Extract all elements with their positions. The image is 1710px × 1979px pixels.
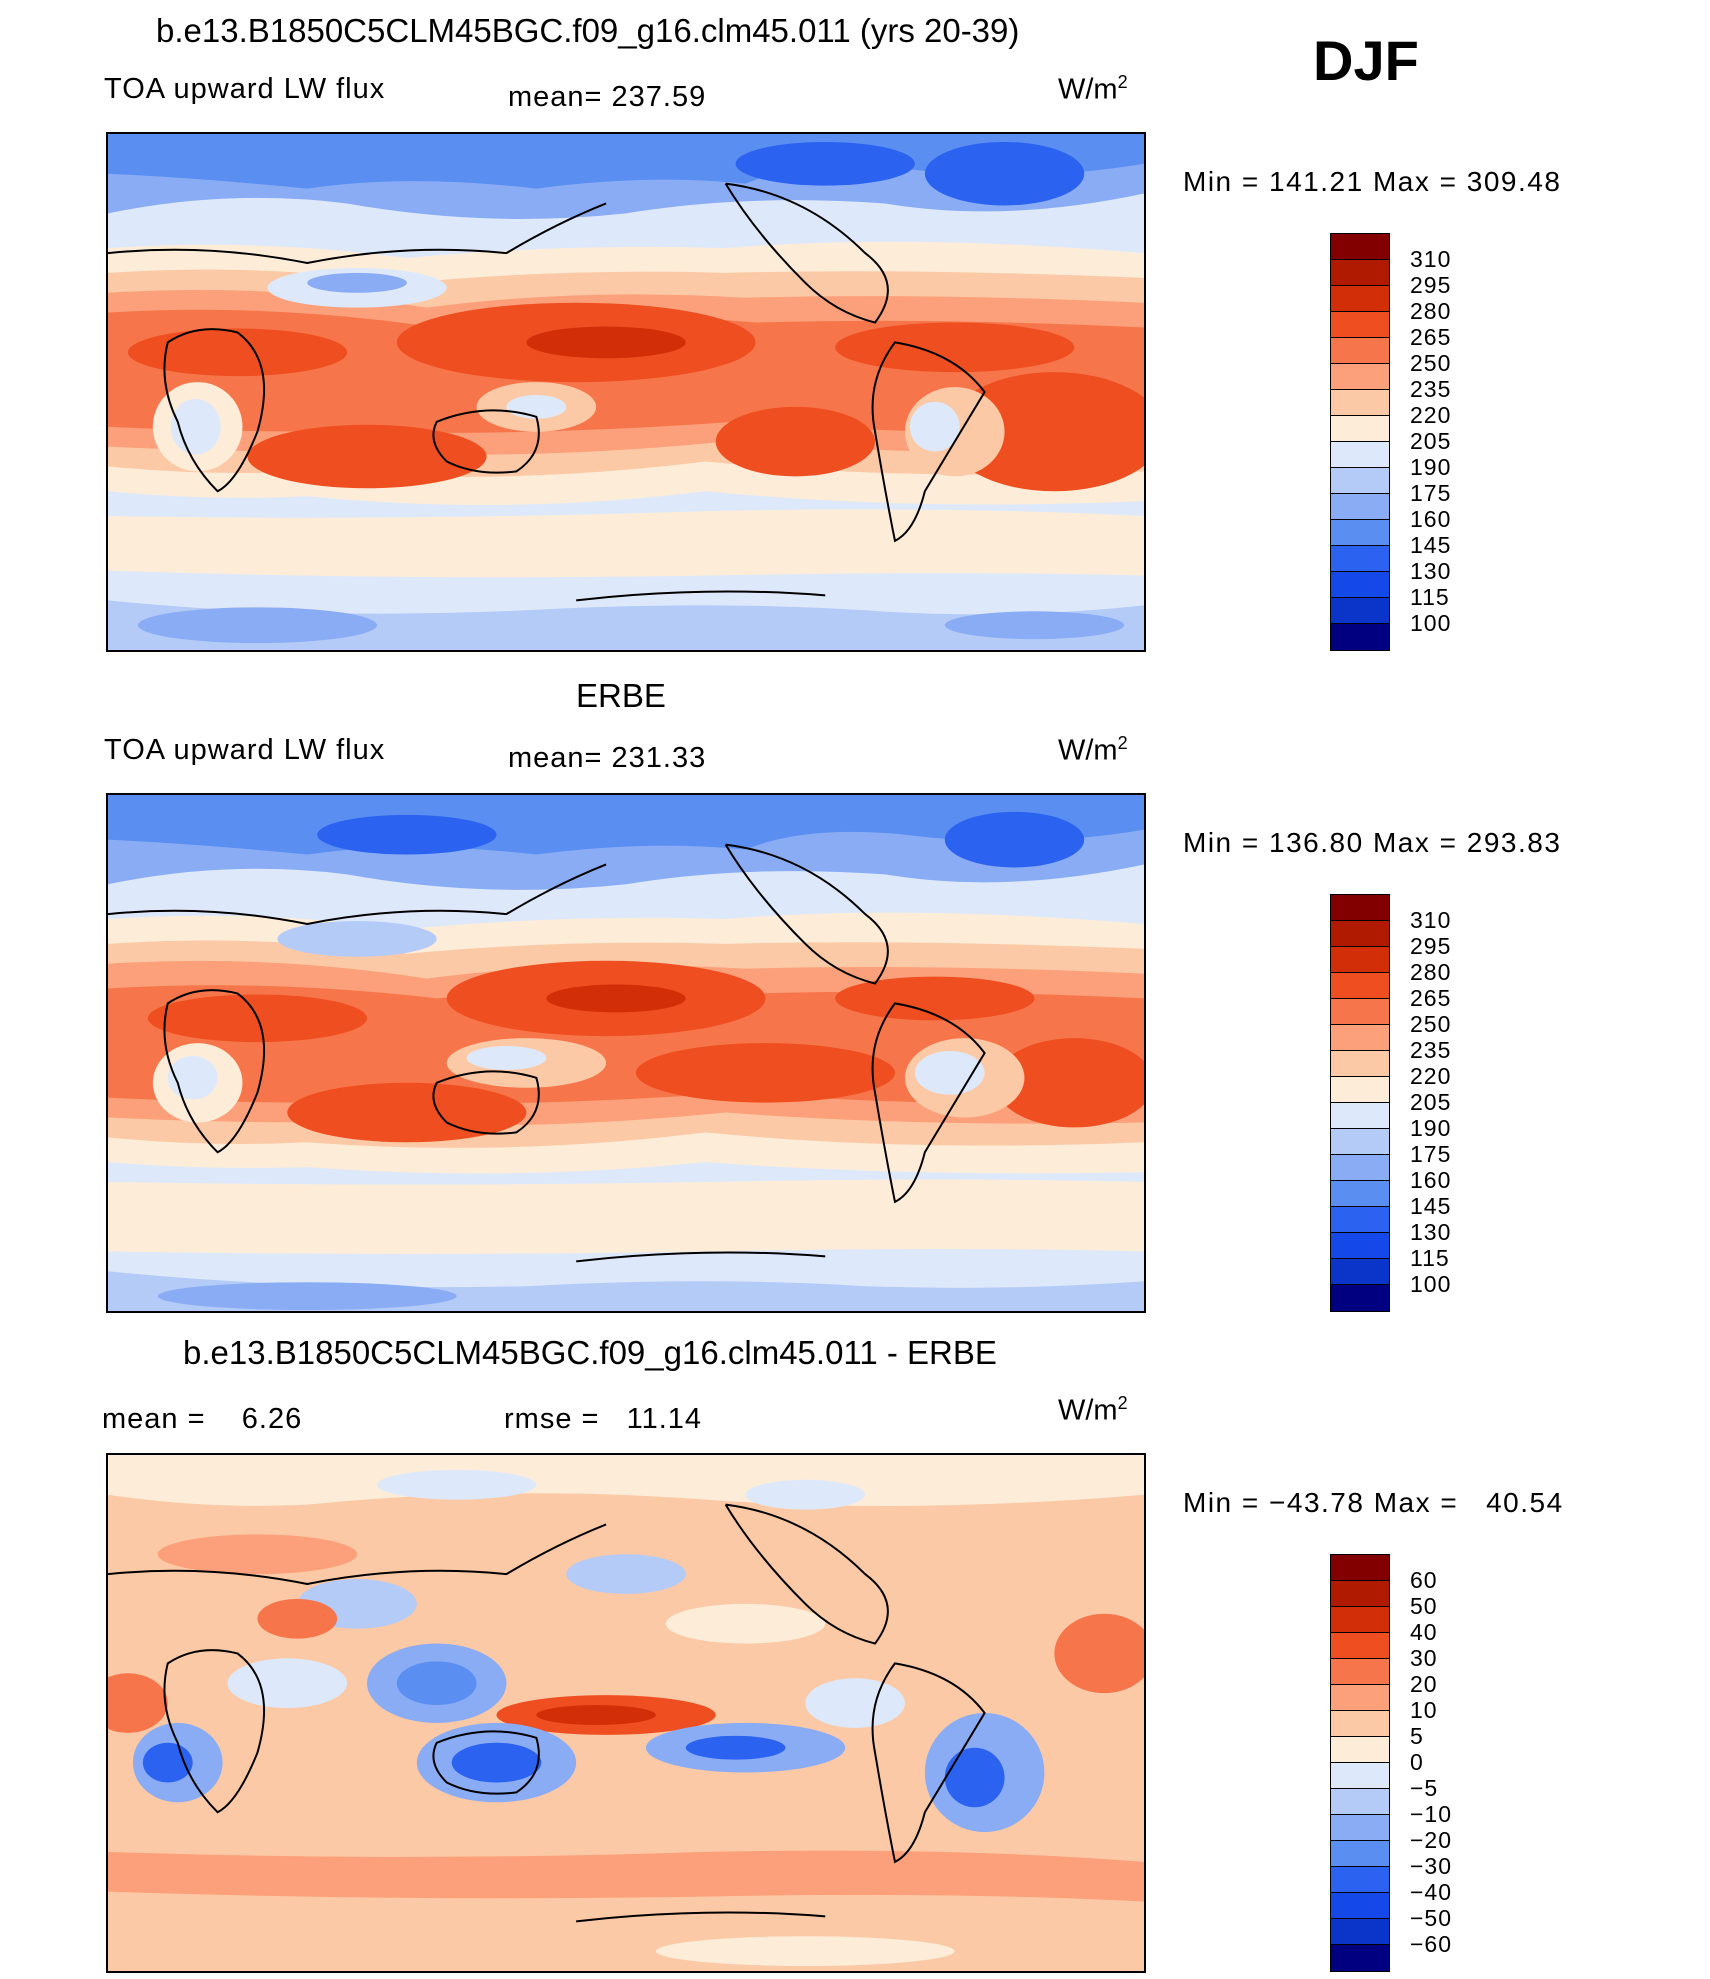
panel3-colorbar — [1330, 1554, 1390, 1972]
panel3-tick: 10 — [1410, 1697, 1438, 1723]
panel2-tick: 205 — [1410, 1089, 1452, 1115]
panel1-tick: 220 — [1410, 402, 1452, 428]
panel2-tick: 265 — [1410, 985, 1452, 1011]
panel3-tick: 20 — [1410, 1671, 1438, 1697]
panel2-tick: 100 — [1410, 1271, 1452, 1297]
panel3-rmse-label: rmse = 11.14 — [504, 1403, 703, 1435]
panel1-tick: 295 — [1410, 272, 1452, 298]
panel1-variable-label: TOA upward LW flux — [104, 73, 386, 105]
panel2-tick: 295 — [1410, 933, 1452, 959]
panel3-tick: −5 — [1410, 1775, 1439, 1801]
panel1-tick: 205 — [1410, 428, 1452, 454]
panel3-tick: −40 — [1410, 1879, 1453, 1905]
panel2-tick: 280 — [1410, 959, 1452, 985]
panel2-tick: 130 — [1410, 1219, 1452, 1245]
panel1-title: b.e13.B1850C5CLM45BGC.f09_g16.clm45.011 … — [156, 12, 1020, 49]
panel3-tick: 5 — [1410, 1723, 1424, 1749]
panel2-tick: 190 — [1410, 1115, 1452, 1141]
panel2-tick: 175 — [1410, 1141, 1452, 1167]
panel1-tick: 250 — [1410, 350, 1452, 376]
panel2-tick: 220 — [1410, 1063, 1452, 1089]
panel3-tick: −10 — [1410, 1801, 1453, 1827]
panel2-minmax: Min = 136.80 Max = 293.83 — [1183, 827, 1562, 858]
panel1-tick: 160 — [1410, 506, 1452, 532]
panel1-tick: 235 — [1410, 376, 1452, 402]
panel2-tick: 115 — [1410, 1245, 1450, 1271]
panel2-mean-label: mean= 231.33 — [508, 742, 707, 774]
panel3-title: b.e13.B1850C5CLM45BGC.f09_g16.clm45.011 … — [183, 1334, 997, 1371]
panel1-map — [106, 132, 1146, 652]
panel3-mean-label: mean = 6.26 — [102, 1403, 303, 1435]
panel1-tick: 190 — [1410, 454, 1452, 480]
panel1-tick: 100 — [1410, 610, 1452, 636]
panel3-tick: 30 — [1410, 1645, 1438, 1671]
panel2-tick: 235 — [1410, 1037, 1452, 1063]
panel3-tick: −60 — [1410, 1931, 1453, 1957]
panel1-tick: 175 — [1410, 480, 1452, 506]
panel1-colorbar — [1330, 233, 1390, 651]
panel1-tick: 115 — [1410, 584, 1450, 610]
panel2-units: W/m2 — [1058, 733, 1128, 767]
panel2-tick: 250 — [1410, 1011, 1452, 1037]
panel3-tick: 50 — [1410, 1593, 1438, 1619]
panel1-tick: 145 — [1410, 532, 1452, 558]
panel2-map — [106, 793, 1146, 1313]
panel1-units: W/m2 — [1058, 72, 1128, 106]
panel3-tick: 0 — [1410, 1749, 1424, 1775]
panel1-minmax: Min = 141.21 Max = 309.48 — [1183, 166, 1562, 197]
panel3-tick: 40 — [1410, 1619, 1438, 1645]
panel3-tick: −30 — [1410, 1853, 1453, 1879]
panel1-tick: 280 — [1410, 298, 1452, 324]
season-label: DJF — [1313, 29, 1419, 92]
panel2-title: ERBE — [576, 677, 666, 714]
panel3-minmax: Min = −43.78 Max = 40.54 — [1183, 1487, 1564, 1518]
panel1-mean-label: mean= 237.59 — [508, 81, 707, 113]
panel3-tick: 60 — [1410, 1567, 1438, 1593]
panel2-variable-label: TOA upward LW flux — [104, 734, 386, 766]
panel1-tick: 130 — [1410, 558, 1452, 584]
panel3-tick: −20 — [1410, 1827, 1453, 1853]
panel1-tick: 265 — [1410, 324, 1452, 350]
panel3-tick: −50 — [1410, 1905, 1453, 1931]
panel2-tick: 145 — [1410, 1193, 1452, 1219]
panel2-tick: 310 — [1410, 907, 1452, 933]
panel2-colorbar — [1330, 894, 1390, 1312]
panel3-units: W/m2 — [1058, 1393, 1128, 1427]
panel1-tick: 310 — [1410, 246, 1452, 272]
panel3-map — [106, 1453, 1146, 1973]
panel2-tick: 160 — [1410, 1167, 1452, 1193]
